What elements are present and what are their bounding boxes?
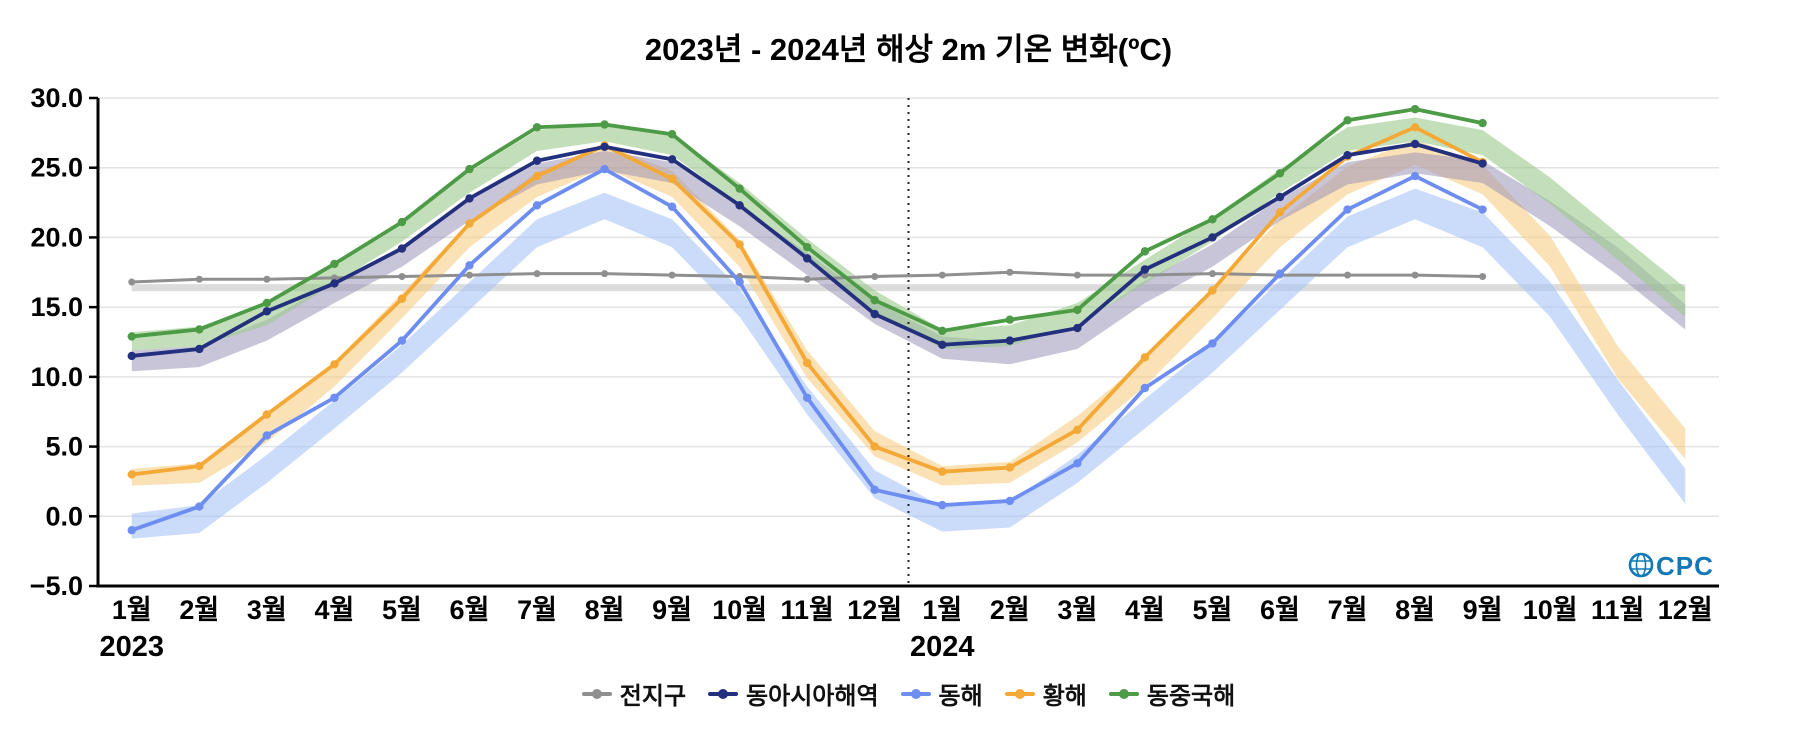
svg-text:3월: 3월 bbox=[247, 595, 287, 625]
svg-text:20.0: 20.0 bbox=[30, 222, 83, 252]
svg-text:11월: 11월 bbox=[780, 595, 833, 625]
legend-item-east-sea: 동해 bbox=[900, 676, 983, 711]
svg-text:25.0: 25.0 bbox=[30, 153, 83, 183]
svg-text:12월: 12월 bbox=[847, 595, 902, 625]
svg-text:1월: 1월 bbox=[112, 595, 152, 625]
series-band-east-china-sea bbox=[131, 117, 1686, 351]
chart-title: 2023년 - 2024년 해상 2m 기온 변화(ºC) bbox=[644, 32, 1173, 67]
legend-item-east-asia: 동아시아해역 bbox=[708, 676, 879, 711]
svg-text:2월: 2월 bbox=[179, 595, 219, 625]
series-band-east-asia bbox=[131, 150, 1686, 372]
legend-label-east-china-sea: 동중국해 bbox=[1146, 683, 1236, 710]
legend-label-east-asia: 동아시아해역 bbox=[746, 683, 879, 710]
series-markers-east-china-sea bbox=[127, 104, 1487, 341]
svg-text:2월: 2월 bbox=[990, 595, 1030, 625]
legend-label-global: 전지구 bbox=[619, 683, 687, 710]
series-markers-east-asia bbox=[127, 139, 1487, 361]
legend-marker-global bbox=[581, 688, 612, 699]
svg-text:6월: 6월 bbox=[1260, 595, 1300, 625]
logo-text: CPC bbox=[1656, 551, 1714, 581]
svg-text:−5.0: −5.0 bbox=[30, 571, 83, 601]
svg-text:12월: 12월 bbox=[1658, 595, 1713, 625]
svg-text:10월: 10월 bbox=[712, 595, 767, 625]
legend-marker-east-asia bbox=[708, 688, 739, 699]
svg-text:8월: 8월 bbox=[585, 595, 625, 625]
svg-text:5.0: 5.0 bbox=[45, 432, 83, 462]
series-band-east-sea bbox=[131, 188, 1686, 539]
svg-text:9월: 9월 bbox=[652, 595, 692, 625]
series-markers-east-sea bbox=[127, 164, 1487, 535]
x-axis-tick-labels: 1월 2월 3월 4월 5월 6월 7월 8월 9월 10월 11월 12월 1월 2월 3월 4월 5월 6월 7… bbox=[112, 595, 1713, 625]
svg-text:10월: 10월 bbox=[1523, 595, 1578, 625]
svg-text:0.0: 0.0 bbox=[45, 501, 83, 531]
svg-text:7월: 7월 bbox=[1328, 595, 1368, 625]
y-axis-tick-labels: −5.0 0.0 5.0 10.0 15.0 20.0 25.0 30.0 bbox=[30, 83, 98, 601]
svg-text:4월: 4월 bbox=[1125, 595, 1165, 625]
legend-item-global: 전지구 bbox=[581, 676, 687, 711]
svg-text:5월: 5월 bbox=[382, 595, 422, 625]
year-label-2023: 2023 bbox=[100, 631, 165, 663]
legend-label-yellow-sea: 황해 bbox=[1042, 683, 1087, 710]
legend-marker-yellow-sea bbox=[1004, 688, 1035, 699]
svg-text:6월: 6월 bbox=[450, 595, 490, 625]
svg-text:9월: 9월 bbox=[1463, 595, 1503, 625]
year-labels: 2023 2024 bbox=[100, 631, 975, 663]
series-markers-yellow-sea bbox=[127, 123, 1487, 479]
legend-item-east-china-sea: 동중국해 bbox=[1108, 676, 1236, 711]
series-band-yellow-sea bbox=[131, 139, 1686, 486]
svg-text:7월: 7월 bbox=[517, 595, 557, 625]
svg-text:8월: 8월 bbox=[1395, 595, 1435, 625]
legend-marker-east-china-sea bbox=[1108, 688, 1139, 699]
svg-text:1월: 1월 bbox=[922, 595, 962, 625]
legend-item-yellow-sea: 황해 bbox=[1004, 676, 1087, 711]
svg-text:4월: 4월 bbox=[314, 595, 354, 625]
ocpc-logo: CPC bbox=[1628, 551, 1714, 581]
chart-legend: 전지구 동아시아해역 동해 황해 동중국해 bbox=[98, 676, 1719, 711]
svg-text:3월: 3월 bbox=[1057, 595, 1097, 625]
svg-text:30.0: 30.0 bbox=[30, 83, 83, 113]
legend-label-east-sea: 동해 bbox=[938, 683, 983, 710]
legend-marker-east-sea bbox=[900, 688, 931, 699]
svg-text:15.0: 15.0 bbox=[30, 292, 83, 322]
year-label-2024: 2024 bbox=[910, 631, 975, 663]
globe-icon bbox=[1628, 552, 1654, 578]
svg-text:10.0: 10.0 bbox=[30, 362, 83, 392]
svg-text:11월: 11월 bbox=[1591, 595, 1644, 625]
svg-text:5월: 5월 bbox=[1193, 595, 1233, 625]
